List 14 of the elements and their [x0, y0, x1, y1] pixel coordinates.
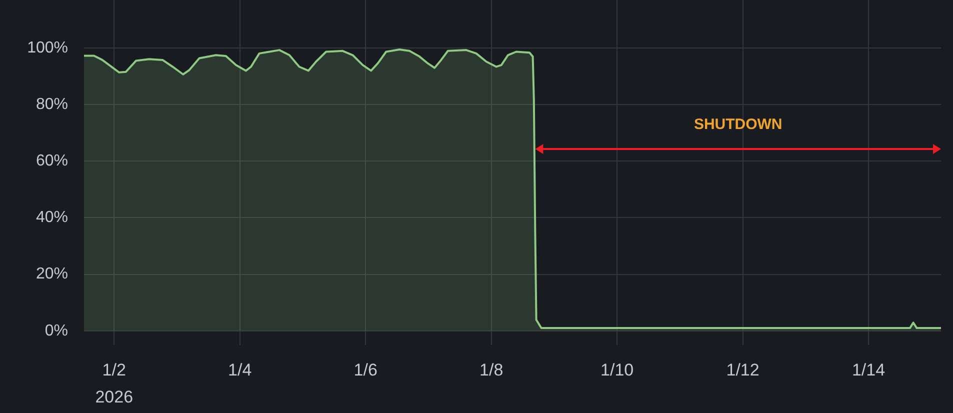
y-tick-label: 100%: [27, 39, 68, 56]
y-tick-label: 80%: [36, 96, 68, 114]
y-tick-label: 60%: [36, 152, 68, 170]
annotation: SHUTDOWN: [694, 116, 782, 134]
y-tick-label: 40%: [36, 209, 68, 226]
y-tick-label: 0%: [44, 322, 68, 340]
y-tick-label: 20%: [36, 266, 68, 283]
x-tick-label: 1/4: [228, 360, 252, 380]
x-tick-label: 1/6: [354, 360, 378, 380]
x-tick-label: 1/10: [600, 360, 634, 380]
x-tick-label: 1/12: [726, 360, 760, 380]
x-tick-label: 1/2 2026: [95, 360, 134, 406]
x-tick-label: 1/14: [852, 360, 886, 380]
x-tick-label: 1/8: [480, 360, 504, 380]
